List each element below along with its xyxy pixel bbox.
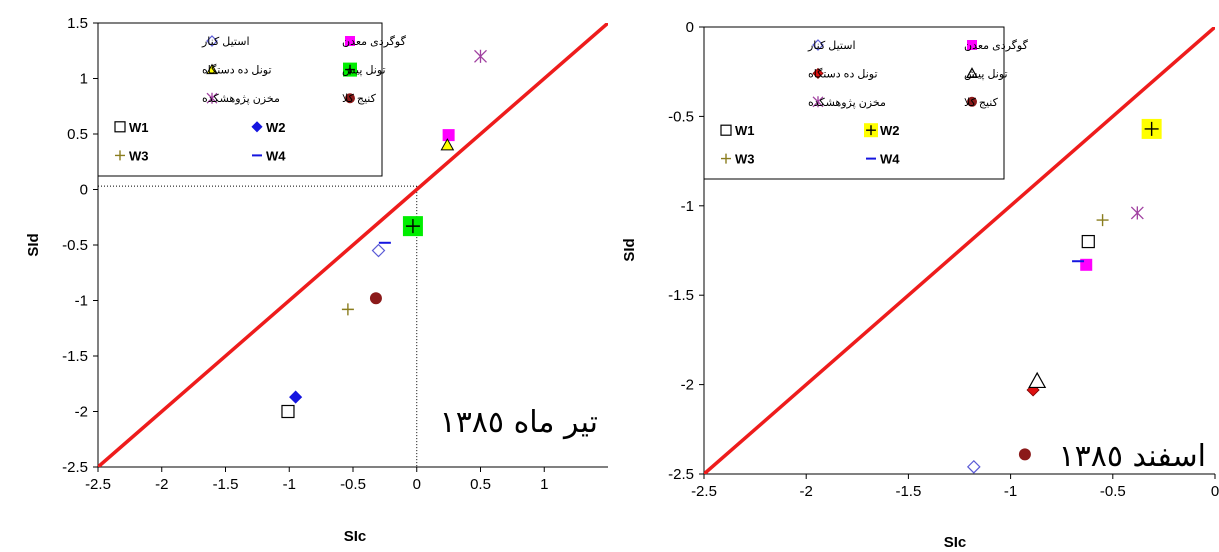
y-tick-label: -2 (75, 404, 88, 421)
legend-label: W4 (266, 148, 286, 163)
legend-label: W2 (266, 120, 286, 135)
legend-label: کنیج کلا (964, 97, 999, 109)
legend-label: W4 (880, 152, 900, 167)
x-tick-label: 0 (1211, 483, 1219, 500)
legend-marker (864, 123, 878, 138)
y-tick-label: 0.5 (67, 126, 88, 143)
legend-label: کنیج کلا (342, 93, 377, 105)
legend-label: W1 (735, 123, 755, 138)
legend-label: مخزن پژوهشکده (808, 97, 886, 109)
x-tick-label: -2 (800, 483, 813, 500)
legend-label: تونل پیش (964, 68, 1008, 80)
y-tick-label: 0 (686, 19, 694, 36)
data-point (1130, 206, 1144, 220)
y-tick-label: -0.5 (62, 237, 88, 254)
y-tick-label: -0.5 (668, 108, 694, 125)
x-tick-label: 1 (540, 476, 548, 493)
y-tick-label: -1 (681, 198, 694, 215)
data-point (289, 390, 303, 404)
y-tick-label: -2 (681, 377, 694, 394)
date-annotation: اسفند ١٣٨٥ (1059, 439, 1206, 474)
y-tick-label: 0 (80, 182, 88, 199)
data-point (371, 243, 386, 258)
x-tick-label: -0.5 (340, 476, 366, 493)
y-tick-label: -2.5 (668, 466, 694, 483)
x-axis-title: SIc (944, 534, 967, 551)
legend (97, 22, 383, 177)
y-axis-title: SId (621, 238, 638, 261)
chart-tir: -2.5 -2 -1.5 -1 -0.5 0 0.5 1 1.5 1 0.5 0 -0.5 -1 -1.5 -… (25, 15, 608, 545)
legend-label: W3 (735, 152, 755, 167)
x-axis-title: SIc (344, 528, 367, 545)
y-tick-label: -1 (75, 293, 88, 310)
reference-line (98, 23, 608, 467)
legend-marker (251, 121, 263, 133)
legend-marker (967, 96, 977, 107)
legend-marker (206, 92, 218, 104)
data-point (341, 303, 354, 316)
legend-marker (345, 36, 355, 46)
legend-label: مخزن پژوهشکده (202, 93, 280, 105)
y-tick-label: -1.5 (668, 287, 694, 304)
legend-label: W2 (880, 123, 900, 138)
y-tick-label: 1.5 (67, 15, 88, 32)
data-point (402, 216, 423, 237)
data-point (1096, 214, 1109, 227)
legend-marker (206, 63, 218, 75)
data-point (281, 404, 295, 419)
data-point (966, 459, 981, 474)
legend-label: تونل ده دستگاه (808, 67, 878, 80)
data-point (1141, 118, 1162, 139)
legend-label: گوگردی معدن (342, 35, 407, 48)
data-point (1028, 371, 1047, 389)
x-tick-label: -1.5 (895, 483, 921, 500)
legend-label: تونل پیش (342, 65, 386, 77)
legend-marker (812, 67, 824, 79)
legend-label: W1 (129, 120, 149, 135)
x-tick-label: 0 (413, 476, 421, 493)
legend-label: استیل کنار (201, 36, 250, 48)
x-tick-label: -2.5 (691, 483, 717, 500)
data-point (1018, 448, 1031, 461)
y-tick-label: 1 (80, 71, 88, 88)
data-point (1081, 234, 1095, 249)
legend-marker (115, 150, 125, 161)
y-tick-label: -1.5 (62, 348, 88, 365)
chart-esfand: -2.5 -2 -1.5 -1 -0.5 0 0 -0.5 -1 -1.5 -2 -2.5 SIc SId… (621, 19, 1219, 551)
data-point (369, 292, 382, 305)
x-tick-label: -1 (1004, 483, 1017, 500)
legend-marker (114, 121, 126, 133)
legend-label: W3 (129, 148, 149, 163)
reference-line (704, 27, 1215, 474)
legend-marker (206, 35, 218, 47)
legend-marker (812, 39, 824, 51)
x-tick-label: -2 (155, 476, 168, 493)
legend-marker (812, 96, 824, 108)
x-tick-label: -1 (283, 476, 296, 493)
legend-label: گوگردی معدن (964, 39, 1029, 52)
data-point (474, 49, 487, 63)
y-axis-title: SId (25, 233, 42, 256)
x-tick-label: 0.5 (470, 476, 491, 493)
legend-marker (721, 153, 731, 164)
legend-label: تونل ده دستگاه (202, 64, 272, 77)
legend-marker (345, 93, 355, 104)
legend-marker (343, 62, 357, 77)
data-point (440, 138, 455, 151)
legend-marker (720, 124, 732, 136)
date-annotation: تیر ماه ١٣٨٥ (440, 405, 598, 440)
x-tick-label: -0.5 (1100, 483, 1126, 500)
data-point (442, 129, 455, 142)
x-tick-label: -2.5 (85, 476, 111, 493)
legend-marker (967, 40, 977, 50)
legend-marker (965, 67, 979, 78)
legend-label: استیل کنار (807, 40, 856, 52)
y-tick-label: -2.5 (62, 459, 88, 476)
legend (703, 26, 1005, 180)
x-tick-label: -1.5 (213, 476, 239, 493)
